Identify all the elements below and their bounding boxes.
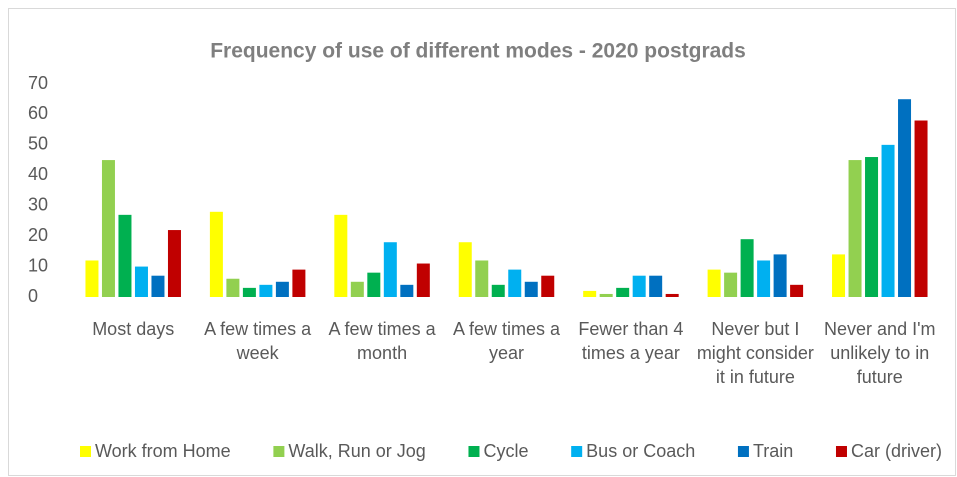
bar	[458, 242, 472, 297]
legend-item: Walk, Run or Jog	[273, 441, 426, 461]
bar	[740, 239, 754, 297]
y-tick-label: 10	[28, 255, 48, 275]
bar	[416, 263, 430, 297]
bar	[707, 269, 721, 297]
bar	[101, 160, 115, 297]
y-tick-label: 0	[28, 286, 38, 306]
bar	[632, 275, 646, 297]
bar	[118, 214, 132, 297]
bar	[649, 275, 663, 297]
legend-swatch	[571, 446, 583, 457]
bar	[151, 275, 165, 297]
legend-label: Walk, Run or Jog	[288, 441, 425, 461]
bar	[773, 254, 787, 297]
bar	[508, 269, 522, 297]
legend-item: Car (driver)	[835, 441, 942, 461]
x-tick-label: Most days	[92, 319, 174, 339]
bar	[491, 284, 505, 297]
bar	[209, 211, 223, 297]
bar	[524, 281, 538, 297]
legend-swatch	[273, 446, 285, 457]
bar	[848, 160, 862, 297]
bar	[292, 269, 306, 297]
bar	[914, 120, 928, 297]
bar	[475, 260, 489, 297]
y-tick-label: 30	[28, 194, 48, 214]
bar	[881, 144, 895, 297]
x-tick-label: A few times a year	[453, 319, 561, 363]
bar	[85, 260, 99, 297]
bar	[259, 284, 273, 297]
legend-label: Work from Home	[95, 441, 231, 461]
bar	[832, 254, 846, 297]
legend-item: Train	[737, 441, 793, 461]
bar	[616, 287, 630, 297]
bar	[599, 293, 613, 297]
bar	[242, 287, 256, 297]
legend-label: Cycle	[483, 441, 528, 461]
bar	[167, 230, 181, 297]
legend-swatch	[468, 446, 480, 457]
y-tick-label: 60	[28, 103, 48, 123]
legend-label: Train	[753, 441, 793, 461]
legend-item: Cycle	[468, 441, 528, 461]
bar	[898, 99, 912, 297]
bar	[865, 157, 879, 297]
bar	[350, 281, 364, 297]
legend-item: Bus or Coach	[571, 441, 695, 461]
y-tick-label: 40	[28, 164, 48, 184]
x-tick-label: A few times a month	[329, 319, 437, 363]
y-tick-label: 70	[28, 73, 48, 93]
legend-item: Work from Home	[80, 441, 231, 461]
bar	[383, 242, 397, 297]
y-tick-label: 20	[28, 225, 48, 245]
bar	[757, 260, 771, 297]
chart-title: Frequency of use of different modes - 20…	[210, 40, 746, 63]
bar	[226, 278, 240, 297]
legend-swatch	[737, 446, 749, 457]
x-tick-label: Fewer than 4 times a year	[578, 319, 683, 363]
bar	[334, 214, 348, 297]
x-tick-label: Never and I'm unlikely to in future	[824, 319, 935, 387]
bar	[134, 266, 148, 297]
legend-label: Bus or Coach	[586, 441, 695, 461]
chart-border	[8, 8, 956, 476]
legend-swatch	[80, 446, 91, 457]
bar	[541, 275, 555, 297]
bar	[665, 293, 679, 297]
bar	[790, 284, 804, 297]
y-tick-label: 50	[28, 134, 48, 154]
bar	[367, 272, 381, 297]
bar	[724, 272, 738, 297]
legend-swatch	[835, 446, 847, 457]
bar	[583, 290, 597, 297]
bar	[400, 284, 414, 297]
x-tick-label: A few times a week	[204, 319, 312, 363]
bar	[275, 281, 289, 297]
legend-label: Car (driver)	[851, 441, 942, 461]
